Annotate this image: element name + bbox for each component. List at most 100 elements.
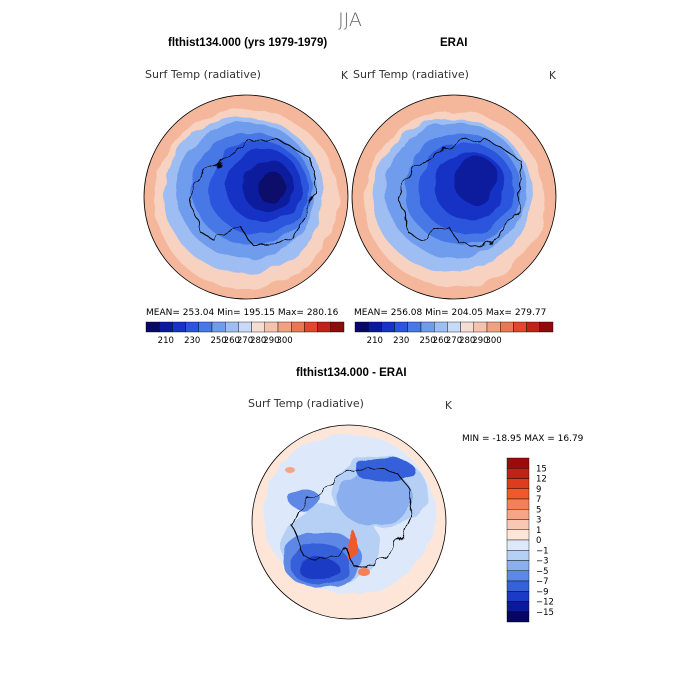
model-units-label: K: [341, 70, 348, 82]
model-map: [144, 95, 348, 299]
model-variable-label: Surf Temp (radiative): [145, 68, 261, 81]
obs-colorbar-swatch: [486, 321, 501, 333]
obs-stats-readout: MEAN= 256.08 Min= 204.05 Max= 279.77: [354, 308, 547, 318]
model-colorbar-swatch: [185, 321, 200, 333]
diff-colorbar-swatch: [506, 580, 530, 592]
model-colorbar-swatch: [211, 321, 226, 333]
diff-map: [252, 425, 446, 619]
obs-colorbar-tick-label: 270: [446, 336, 462, 346]
diff-colorbar-tick-label: 5: [536, 505, 541, 515]
diff-colorbar-swatch: [506, 519, 530, 530]
model-stats-readout: MEAN= 253.04 Min= 195.15 Max= 280.16: [146, 308, 339, 318]
model-colorbar-tick-label: 280: [250, 336, 266, 346]
obs-colorbar-swatch: [434, 321, 448, 333]
obs-colorbar-tick-label: 210: [367, 336, 383, 346]
diff-colorbar-swatch: [506, 539, 530, 551]
obs-colorbar-tick-label: 230: [393, 336, 409, 346]
model-colorbar-tick-label: 250: [210, 336, 226, 346]
diff-variable-label: Surf Temp (radiative): [248, 397, 364, 410]
diff-colorbar-swatch: [506, 529, 530, 541]
obs-colorbar-tick-label: 290: [472, 336, 488, 346]
diff-panel-title: flthist134.000 - ERAI: [296, 367, 407, 379]
model-colorbar-swatch: [304, 321, 318, 333]
diff-colorbar-swatch: [506, 457, 530, 469]
obs-colorbar-swatch: [500, 321, 514, 333]
obs-colorbar-tick-label: 300: [485, 336, 501, 346]
diff-colorbar-tick-label: 3: [536, 516, 541, 526]
model-colorbar-tick-label: 230: [184, 336, 200, 346]
obs-colorbar-swatch: [473, 321, 488, 333]
obs-colorbar-swatch: [368, 321, 382, 333]
model-colorbar-swatch: [238, 321, 252, 333]
diff-colorbar-tick-label: 15: [536, 464, 547, 474]
diff-units-label: K: [445, 400, 452, 412]
obs-colorbar-swatch: [407, 321, 422, 333]
obs-map: [352, 95, 556, 299]
diff-map-border: [251, 424, 447, 620]
diff-colorbar-swatch: [506, 560, 530, 571]
obs-variable-label: Surf Temp (radiative): [353, 68, 469, 81]
obs-colorbar-tick-label: 250: [419, 336, 435, 346]
diff-colorbar-swatch: [506, 601, 530, 612]
obs-colorbar-swatch: [420, 321, 435, 333]
diff-colorbar-tick-label: −1: [536, 546, 549, 556]
diff-colorbar-tick-label: 0: [536, 536, 541, 546]
diff-colorbar-swatch: [506, 498, 530, 510]
diff-colorbar-tick-label: 1: [536, 526, 541, 536]
obs-colorbar-tick-label: 280: [459, 336, 475, 346]
diff-colorbar-swatch: [506, 611, 530, 623]
diff-colorbar-tick-label: −9: [536, 587, 549, 597]
model-colorbar-tick-label: 300: [276, 336, 292, 346]
model-coastline: [189, 137, 317, 247]
obs-units-label: K: [549, 70, 556, 82]
obs-colorbar-swatch: [460, 321, 475, 333]
model-panel-title: flthist134.000 (yrs 1979-1979): [168, 37, 328, 49]
model-colorbar-swatch: [277, 321, 292, 333]
model-colorbar-tick-label: 290: [263, 336, 279, 346]
diff-colorbar-swatch: [506, 591, 530, 602]
obs-colorbar-swatch: [513, 321, 527, 333]
model-colorbar-swatch: [291, 321, 305, 333]
diff-colorbar-tick-label: 9: [536, 485, 541, 495]
diff-minmax-readout: MIN = -18.95 MAX = 16.79: [462, 434, 584, 444]
model-colorbar-swatch: [251, 321, 266, 333]
obs-colorbar-swatch: [381, 321, 395, 333]
model-colorbar-swatch: [317, 321, 332, 333]
obs-panel-title: ERAI: [440, 37, 468, 49]
diff-colorbar-tick-label: −15: [536, 608, 554, 618]
diff-colorbar-tick-label: 7: [536, 495, 541, 505]
diff-colorbar-tick-label: −3: [536, 557, 549, 567]
model-colorbar-swatch: [198, 321, 213, 333]
diff-coastline: [291, 465, 413, 571]
diff-colorbar-tick-label: −5: [536, 567, 549, 577]
obs-colorbar-swatch: [447, 321, 461, 333]
model-colorbar-swatch: [264, 321, 279, 333]
model-colorbar-swatch: [172, 321, 186, 333]
model-colorbar-tick-label: 270: [237, 336, 253, 346]
model-map-border: [143, 94, 349, 300]
model-colorbar-swatch: [145, 321, 160, 333]
diff-colorbar-swatch: [506, 468, 530, 479]
obs-colorbar-swatch: [526, 321, 540, 333]
obs-coastline: [397, 137, 525, 247]
model-colorbar-swatch: [330, 321, 345, 333]
obs-colorbar-tick-label: 260: [433, 336, 449, 346]
model-colorbar-tick-label: 210: [158, 336, 174, 346]
diff-colorbar-swatch: [506, 488, 530, 500]
diff-colorbar-swatch: [506, 509, 530, 520]
diff-colorbar-swatch: [506, 550, 530, 561]
diff-colorbar-tick-label: 12: [536, 475, 547, 485]
diff-colorbar-tick-label: −12: [536, 598, 554, 608]
obs-map-border: [351, 94, 557, 300]
diff-colorbar-tick-label: −7: [536, 577, 549, 587]
diff-colorbar-swatch: [506, 570, 530, 582]
model-colorbar-swatch: [158, 321, 173, 333]
obs-colorbar-swatch: [354, 321, 369, 333]
season-title: JJA: [338, 9, 362, 31]
obs-colorbar-swatch: [539, 321, 554, 333]
model-colorbar-tick-label: 260: [224, 336, 240, 346]
